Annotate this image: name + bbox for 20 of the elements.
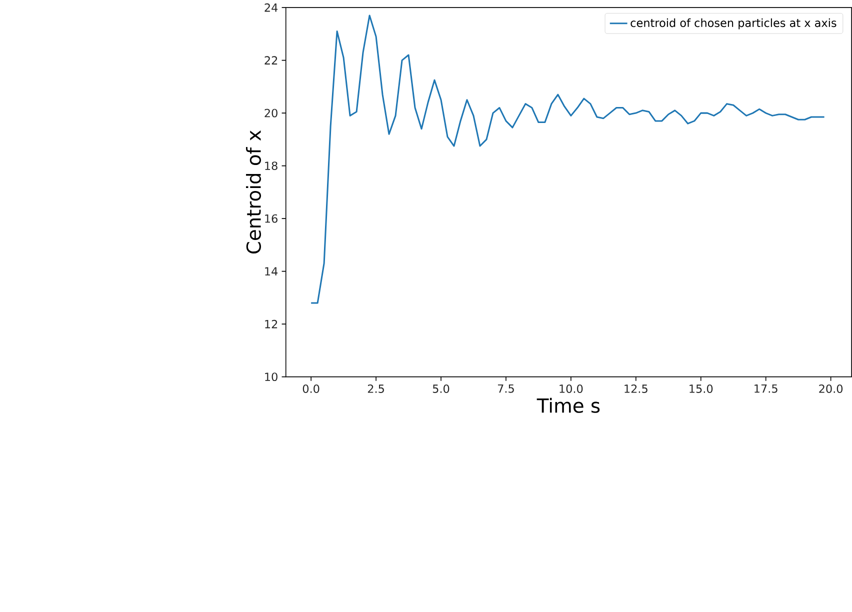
x-tick-label: 2.5 — [368, 384, 384, 394]
y-tick-label: 22 — [264, 56, 278, 65]
y-axis-title: Centroid of x — [246, 130, 261, 254]
x-tick-label: 17.5 — [754, 384, 778, 394]
x-tick-label: 5.0 — [432, 384, 450, 394]
y-tick-label: 10 — [265, 372, 278, 382]
x-tick-label: 12.5 — [624, 384, 648, 394]
x-tick-label: 15.0 — [690, 384, 713, 394]
y-tick-label: 24 — [264, 4, 278, 12]
y-tick-label: 18 — [265, 162, 278, 170]
x-tick-label: 20.0 — [819, 384, 843, 394]
legend-label: centroid of chosen particles at x axis — [630, 18, 836, 30]
y-tick-label: 14 — [265, 267, 278, 276]
x-tick-label: 0.0 — [302, 384, 320, 394]
x-tick-label: 10.0 — [560, 384, 583, 394]
y-tick-label: 16 — [265, 214, 278, 224]
y-tick-label: 20 — [264, 109, 278, 118]
x-tick-label: 7.5 — [498, 384, 514, 394]
x-axis-title: Time s — [536, 398, 600, 414]
y-tick-label: 12 — [265, 320, 278, 328]
